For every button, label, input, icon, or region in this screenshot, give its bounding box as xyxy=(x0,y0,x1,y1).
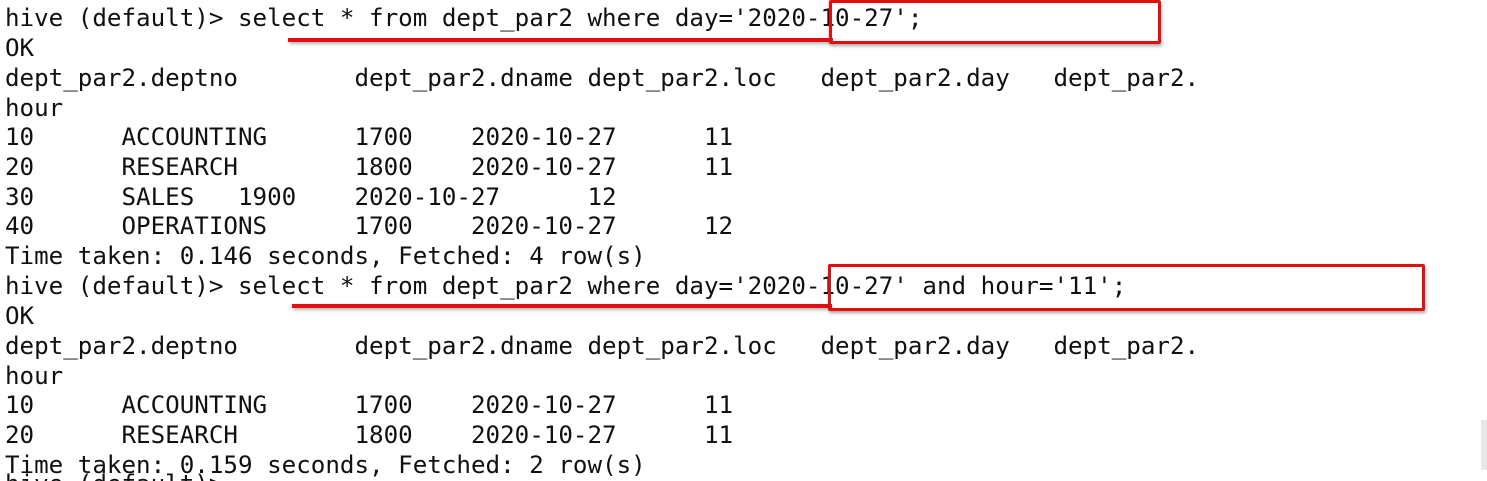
annotation-underline xyxy=(288,38,833,42)
terminal-prompt-partial: hive (default)> xyxy=(5,473,238,481)
terminal-line: OK xyxy=(5,302,35,330)
terminal-line: 40 OPERATIONS 1700 2020-10-27 12 xyxy=(5,212,734,240)
terminal-line: hour xyxy=(5,94,64,122)
terminal-line: Time taken: 0.146 seconds, Fetched: 4 ro… xyxy=(5,242,646,270)
annotation-underline xyxy=(292,304,832,308)
terminal-line: 10 ACCOUNTING 1700 2020-10-27 11 xyxy=(5,123,734,151)
terminal-line: 30 SALES 1900 2020-10-27 12 xyxy=(5,183,617,211)
terminal-line: dept_par2.deptno dept_par2.dname dept_pa… xyxy=(5,64,1200,92)
terminal-line: 10 ACCOUNTING 1700 2020-10-27 11 xyxy=(5,391,734,419)
terminal-line: 20 RESEARCH 1800 2020-10-27 11 xyxy=(5,153,734,181)
terminal-line: dept_par2.deptno dept_par2.dname dept_pa… xyxy=(5,332,1200,360)
terminal-line: hive (default)> select * from dept_par2 … xyxy=(5,4,923,32)
terminal-line: Time taken: 0.159 seconds, Fetched: 2 ro… xyxy=(5,451,646,479)
terminal-line: 20 RESEARCH 1800 2020-10-27 11 xyxy=(5,421,734,449)
terminal-line: hour xyxy=(5,362,64,390)
terminal-line: OK xyxy=(5,34,35,62)
scrollbar[interactable] xyxy=(1481,420,1487,470)
terminal-line: hive (default)> select * from dept_par2 … xyxy=(5,272,1127,300)
